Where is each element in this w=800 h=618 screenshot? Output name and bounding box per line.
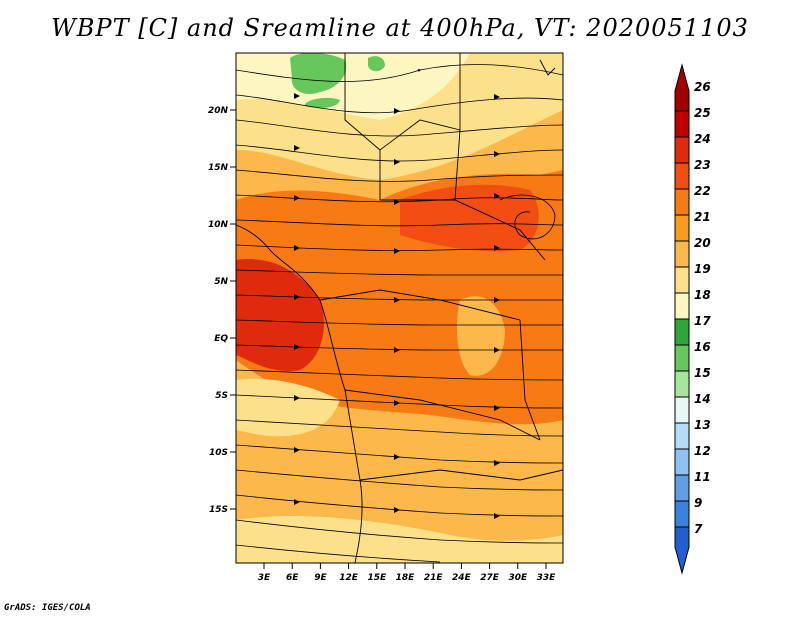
lat-tick-label: 20N	[208, 106, 229, 116]
wbpt-green-patch	[368, 56, 385, 72]
lat-tick-label: 15S	[209, 505, 228, 515]
colorbar-top-arrow	[674, 63, 690, 112]
map-title: WBPT [C] and Sreamline at 400hPa, VT: 20…	[51, 14, 749, 42]
colorbar-bottom-arrow	[674, 526, 690, 575]
lon-tick-label: 21E	[424, 573, 444, 583]
lat-tick-label: 10N	[208, 220, 229, 230]
colorbar-swatch	[674, 266, 690, 294]
colorbar-swatch	[674, 240, 690, 268]
colorbar-label: 18	[694, 288, 711, 302]
wbpt-green-patch	[305, 97, 340, 108]
latitude-axis: 20N 15N 10N 5N EQ 5S 10S 15S	[208, 106, 236, 515]
wbpt-band-hottest	[236, 259, 324, 372]
colorbar-swatch	[674, 370, 690, 398]
colorbar-swatch	[674, 500, 690, 528]
colorbar-label: 16	[694, 340, 711, 354]
lon-tick-label: 12E	[339, 573, 359, 583]
colorbar-swatch	[674, 136, 690, 164]
country-borders	[236, 53, 563, 563]
map-frame	[235, 52, 564, 564]
colorbar: 26 25 24 23 22 21 20 19 18 17 16 15 14 13 12 11 9 7	[674, 63, 711, 575]
lat-tick-label: 10S	[209, 448, 228, 458]
colorbar-swatch	[674, 344, 690, 372]
wbpt-band-far-south	[236, 515, 563, 563]
colorbar-label: 12	[694, 444, 711, 458]
colorbar-label: 14	[694, 392, 711, 406]
colorbar-label: 25	[694, 106, 711, 120]
lat-tick-label: 5S	[215, 391, 228, 401]
lon-tick-label: 9E	[314, 573, 327, 583]
map-panel	[236, 53, 563, 563]
colorbar-label: 23	[694, 158, 711, 172]
colorbar-swatch	[674, 448, 690, 476]
wbpt-green-patch	[290, 53, 347, 95]
colorbar-label: 13	[694, 418, 711, 432]
lon-tick-label: 3E	[258, 573, 271, 583]
lon-tick-label: 18E	[396, 573, 416, 583]
lon-tick-label: 33E	[537, 573, 557, 583]
colorbar-swatch	[674, 396, 690, 424]
lat-tick-label: 15N	[208, 163, 229, 173]
colorbar-swatch	[674, 292, 690, 320]
lon-tick-label: 6E	[286, 573, 299, 583]
colorbar-swatch	[674, 188, 690, 216]
lon-tick-label: 24E	[452, 573, 472, 583]
lon-tick-label: 27E	[480, 573, 500, 583]
colorbar-swatch	[674, 474, 690, 502]
wbpt-band-lake-region	[457, 296, 505, 376]
lon-tick-label: 30E	[508, 573, 528, 583]
colorbar-label: 20	[694, 236, 711, 250]
colorbar-label: 7	[694, 522, 703, 536]
colorbar-label: 26	[694, 80, 711, 94]
credit-label: GrADS: IGES/COLA	[4, 603, 91, 613]
colorbar-swatch	[674, 318, 690, 346]
streamline-arrows	[294, 93, 500, 519]
colorbar-label: 21	[694, 210, 711, 224]
colorbar-swatch	[674, 162, 690, 190]
colorbar-label: 9	[694, 496, 702, 510]
colorbar-swatch	[674, 214, 690, 242]
colorbar-label: 22	[694, 184, 711, 198]
longitude-axis: 3E 6E 9E 12E 15E 18E 21E 24E 27E 30E 33E	[258, 563, 556, 583]
wbpt-band-hot-east	[400, 184, 539, 252]
colorbar-label: 17	[694, 314, 711, 328]
colorbar-label: 19	[694, 262, 711, 276]
colorbar-swatch	[674, 422, 690, 450]
lat-tick-label: EQ	[214, 334, 228, 344]
colorbar-label: 24	[694, 132, 711, 146]
lat-tick-label: 5N	[214, 277, 228, 287]
colorbar-label: 11	[694, 470, 711, 484]
colorbar-label: 15	[694, 366, 711, 380]
colorbar-swatch	[674, 110, 690, 138]
streamlines	[236, 64, 563, 563]
lon-tick-label: 15E	[367, 573, 387, 583]
